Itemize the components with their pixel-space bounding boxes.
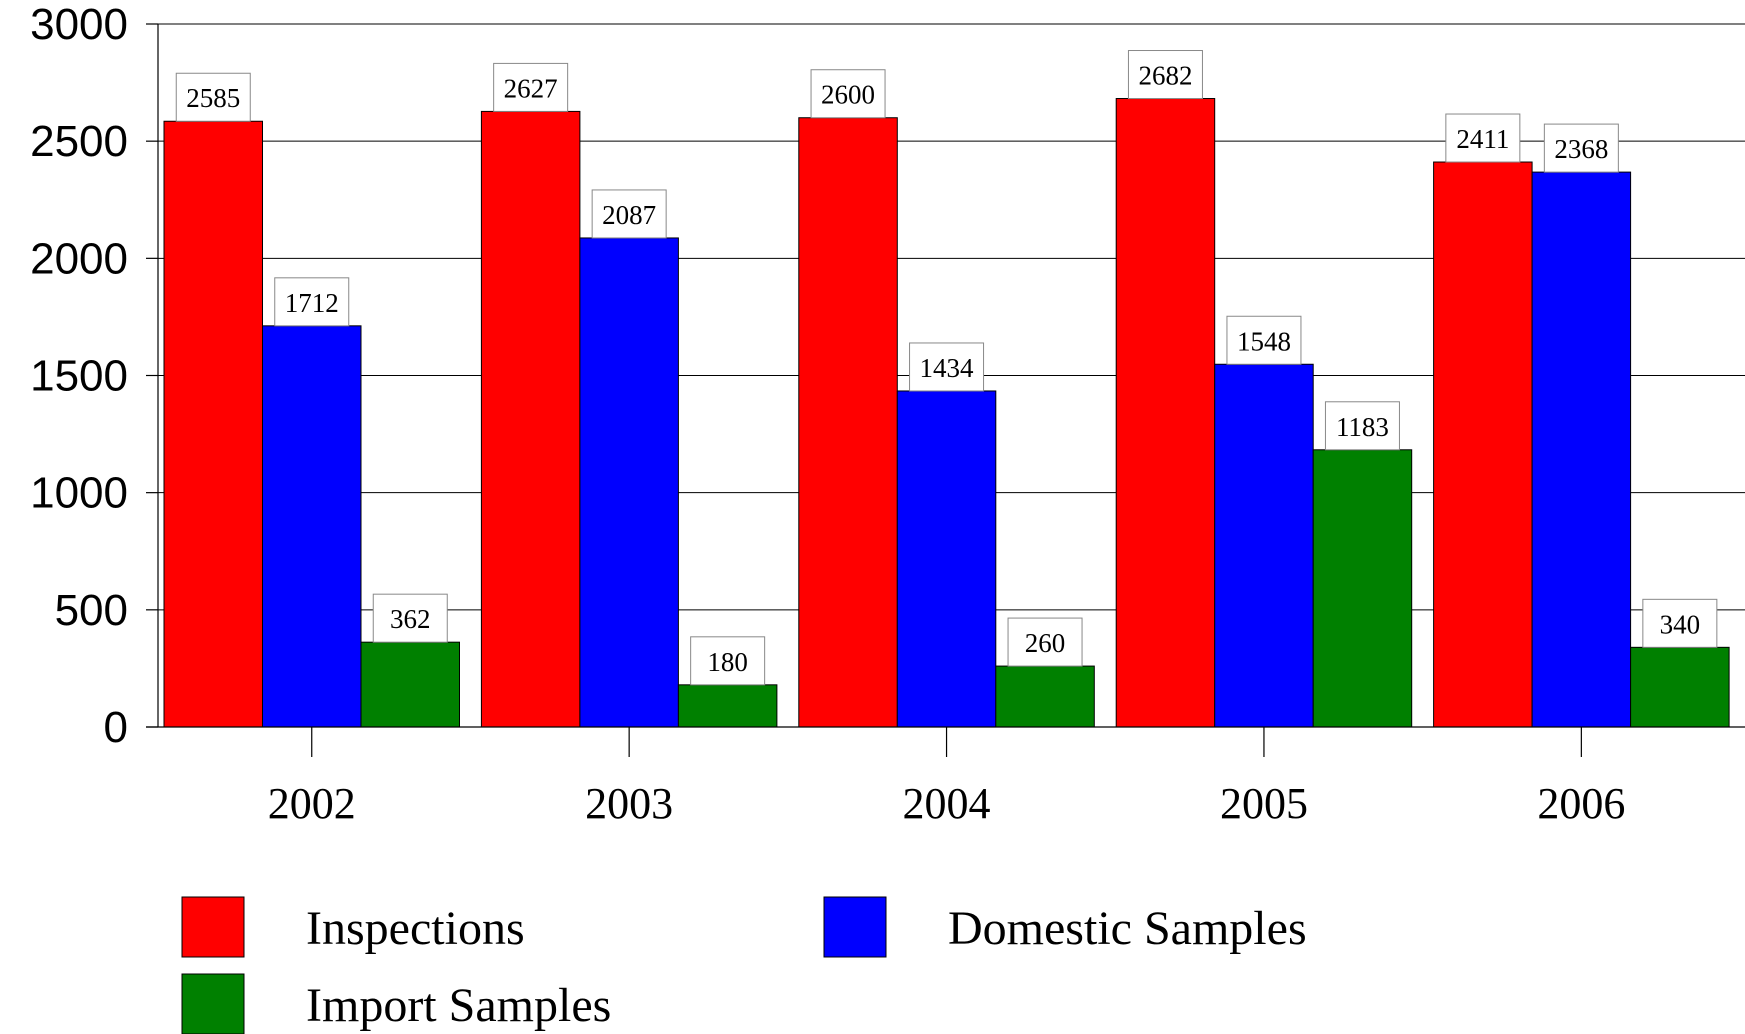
- bar-import-samples: [360, 641, 460, 728]
- data-label: 2682: [1138, 61, 1192, 91]
- bar-import-samples: [995, 665, 1095, 728]
- bar-inspections: [480, 110, 581, 728]
- bar-inspections: [163, 120, 263, 728]
- y-tick-label: 2000: [30, 234, 128, 283]
- y-tick-label: 0: [104, 703, 128, 752]
- bar-inspections: [798, 117, 898, 728]
- bar-inspections: [1433, 161, 1533, 728]
- legend-swatch: [181, 973, 245, 1034]
- data-label: 260: [1025, 628, 1066, 658]
- bar-inspections: [1115, 98, 1216, 728]
- data-label-box: [1324, 401, 1400, 451]
- x-tick-label: 2006: [1537, 779, 1625, 828]
- data-label-box: [909, 342, 985, 392]
- data-label-box: [810, 69, 886, 119]
- axes: [146, 24, 1745, 728]
- data-label-box: [690, 636, 766, 686]
- legend-label: Domestic Samples: [948, 902, 1307, 955]
- data-label-box: [591, 189, 667, 239]
- data-label: 2627: [504, 73, 558, 103]
- legend-label: Import Samples: [306, 979, 611, 1032]
- data-label: 1434: [920, 353, 975, 383]
- data-labels: 2585 1712 362 2627 2087 180 2600 1434 260 2682 154…: [175, 50, 1718, 686]
- bar-import-samples: [677, 684, 778, 728]
- data-label: 180: [707, 647, 748, 677]
- legend: Inspections Domestic Samples Import Sample…: [181, 896, 1307, 1034]
- data-label: 2087: [602, 200, 656, 230]
- data-label: 340: [1660, 609, 1701, 639]
- y-tick-label: 1500: [30, 352, 128, 401]
- data-label-box: [372, 593, 448, 643]
- data-label: 1712: [285, 288, 339, 318]
- bar-domestic-samples: [896, 390, 997, 728]
- y-tick-label: 1000: [30, 469, 128, 518]
- data-label-box: [1642, 598, 1718, 648]
- bar-domestic-samples: [262, 325, 362, 728]
- data-label-box: [1445, 113, 1521, 163]
- bar-domestic-samples: [579, 237, 679, 728]
- x-tick-label: 2005: [1220, 779, 1308, 828]
- bar-domestic-samples: [1531, 171, 1632, 728]
- data-label: 2600: [821, 80, 875, 110]
- bar-import-samples: [1630, 646, 1730, 728]
- data-label-box: [1226, 315, 1302, 365]
- y-tick-label: 3000: [30, 0, 128, 49]
- data-label-box: [493, 62, 569, 112]
- legend-swatch: [823, 896, 887, 958]
- data-label: 2411: [1456, 124, 1509, 154]
- data-label-box: [1543, 123, 1619, 173]
- y-axis: 0 500 1000 1500 2000 2500 3000: [30, 0, 158, 752]
- x-tick-label: 2003: [585, 779, 673, 828]
- legend-swatch: [181, 896, 245, 958]
- data-label-box: [1007, 617, 1083, 667]
- data-label-box: [274, 277, 350, 327]
- data-label: 1183: [1336, 412, 1389, 442]
- x-tick-label: 2002: [268, 779, 356, 828]
- data-label: 1548: [1237, 326, 1291, 356]
- legend-label: Inspections: [306, 902, 525, 955]
- data-label: 2585: [186, 83, 240, 113]
- bar-import-samples: [1312, 449, 1413, 728]
- y-tick-label: 2500: [30, 117, 128, 166]
- data-label-box: [1127, 50, 1203, 100]
- data-label: 362: [390, 604, 431, 634]
- bars: [163, 98, 1730, 728]
- x-tick-label: 2004: [903, 779, 991, 828]
- bar-domestic-samples: [1214, 363, 1314, 728]
- data-label: 2368: [1554, 134, 1608, 164]
- data-label-box: [175, 72, 251, 122]
- y-tick-label: 500: [55, 586, 128, 635]
- x-axis: 2002 2003 2004 2005 2006: [268, 727, 1625, 828]
